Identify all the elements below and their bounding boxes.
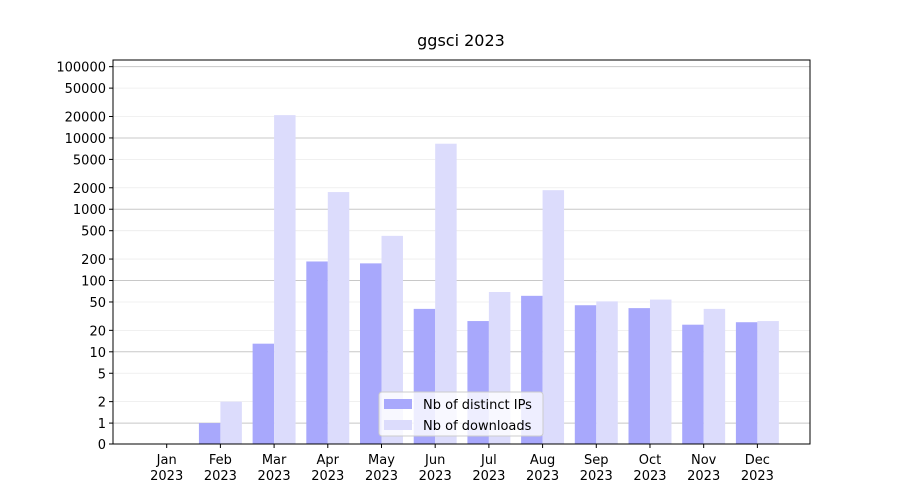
y-tick-label: 0 xyxy=(98,438,106,453)
bar xyxy=(220,401,242,444)
legend-swatch xyxy=(384,399,412,409)
x-tick-label: Jun 2023 xyxy=(418,453,452,484)
bar xyxy=(735,322,758,444)
legend-label: Nb of distinct IPs xyxy=(423,398,532,413)
y-tick-label: 500 xyxy=(81,225,106,240)
bar xyxy=(596,301,618,444)
bar xyxy=(649,299,672,444)
y-tick-label: 10000 xyxy=(65,132,106,147)
y-tick-label: 1000 xyxy=(73,203,106,218)
bar xyxy=(327,192,350,444)
y-tick-label: 50 xyxy=(89,296,106,311)
legend: Nb of distinct IPs Nb of downloads xyxy=(378,391,544,437)
y-tick-label: 1 xyxy=(98,417,106,432)
y-tick-label: 5000 xyxy=(73,153,106,168)
x-tick-label: Oct 2023 xyxy=(633,453,667,484)
y-tick-label: 200 xyxy=(81,253,106,268)
y-tick-label: 100000 xyxy=(56,61,106,76)
bar xyxy=(360,263,382,444)
y-tick-label: 100 xyxy=(81,275,106,290)
y-tick-label: 20000 xyxy=(65,110,106,125)
x-tick-label: Feb 2023 xyxy=(203,453,237,484)
x-tick-label: Nov 2023 xyxy=(687,453,721,484)
legend-box xyxy=(378,391,544,437)
x-tick-label: Aug 2023 xyxy=(526,453,560,484)
y-tick-label: 5 xyxy=(98,367,106,382)
plot-frame xyxy=(112,59,811,445)
x-tick-label: Dec 2023 xyxy=(740,453,774,484)
bar xyxy=(682,324,704,444)
bar xyxy=(703,308,726,444)
legend-swatch xyxy=(384,420,412,430)
bar xyxy=(757,321,779,444)
x-tick-label: May 2023 xyxy=(364,453,399,484)
x-tick-label: Apr 2023 xyxy=(311,453,345,484)
bar xyxy=(306,261,328,444)
bar xyxy=(274,115,296,444)
y-tick-label: 20 xyxy=(89,324,106,339)
x-tick-label: Sep 2023 xyxy=(579,453,613,484)
bar xyxy=(435,143,457,444)
bar xyxy=(628,308,650,444)
x-tick-label: Jul 2023 xyxy=(472,453,506,484)
bar xyxy=(574,305,597,444)
bar xyxy=(252,343,275,444)
x-tick-label: Mar 2023 xyxy=(257,453,291,484)
y-tick-label: 50000 xyxy=(65,82,106,97)
y-tick-label: 2000 xyxy=(73,182,106,197)
y-tick-label: 10 xyxy=(89,346,106,361)
bar xyxy=(198,423,221,444)
x-tick-label: Jan 2023 xyxy=(150,453,184,484)
bar xyxy=(542,190,565,444)
y-tick-label: 2 xyxy=(98,396,106,411)
chart-title: ggsci 2023 xyxy=(417,31,505,50)
legend-label: Nb of downloads xyxy=(423,419,532,434)
